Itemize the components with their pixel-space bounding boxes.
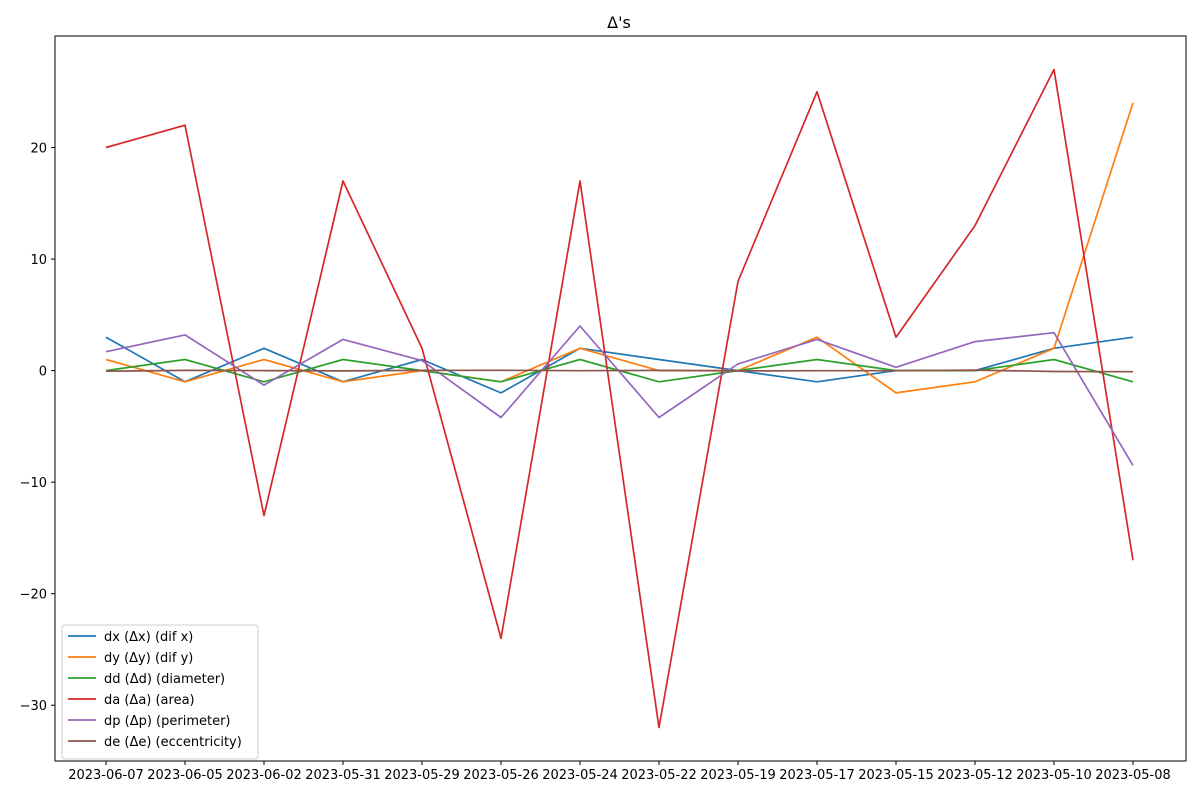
x-tick-label: 2023-05-26 xyxy=(463,768,539,783)
legend-label: dp (Δp) (perimeter) xyxy=(104,714,231,729)
legend-label: da (Δa) (area) xyxy=(104,693,195,708)
chart-title: Δ's xyxy=(607,13,631,32)
y-tick-label: 20 xyxy=(30,142,47,157)
legend-label: de (Δe) (eccentricity) xyxy=(104,735,242,750)
x-tick-label: 2023-06-07 xyxy=(68,768,144,783)
x-tick-label: 2023-05-22 xyxy=(621,768,697,783)
x-tick-label: 2023-05-08 xyxy=(1095,768,1171,783)
series-line-1 xyxy=(105,102,1134,394)
x-tick-label: 2023-06-05 xyxy=(147,768,223,783)
legend-box xyxy=(61,624,259,760)
x-tick-label: 2023-05-29 xyxy=(384,768,460,783)
y-tick-label: 10 xyxy=(30,253,47,268)
y-tick-label: −20 xyxy=(20,588,47,603)
legend-label: dy (Δy) (dif y) xyxy=(104,651,193,666)
x-tick-label: 2023-05-24 xyxy=(542,768,618,783)
x-tick-label: 2023-05-15 xyxy=(858,768,934,783)
series-lines xyxy=(105,68,1134,729)
x-tick-label: 2023-05-31 xyxy=(305,768,381,783)
x-tick-label: 2023-05-10 xyxy=(1016,768,1092,783)
legend-label: dd (Δd) (diameter) xyxy=(104,672,225,687)
x-tick-label: 2023-06-02 xyxy=(226,768,302,783)
y-tick-label: 0 xyxy=(39,365,47,380)
y-tick-label: −10 xyxy=(20,476,47,491)
series-line-5 xyxy=(105,369,1134,373)
legend-label: dx (Δx) (dif x) xyxy=(104,630,193,645)
x-axis: 2023-06-07 2023-06-05 2023-06-02 2023-05-31… xyxy=(68,761,1171,783)
x-tick-label: 2023-05-19 xyxy=(700,768,776,783)
legend: dx (Δx) (dif x) dy (Δy) (dif y) dd (Δd) (d… xyxy=(61,624,259,760)
y-tick-label: −30 xyxy=(20,699,47,714)
plot-area xyxy=(54,35,1187,762)
series-line-3 xyxy=(105,68,1134,729)
series-line-0 xyxy=(105,336,1134,394)
y-axis: −30 −20 −10 0 10 20 xyxy=(20,142,55,714)
series-line-4 xyxy=(105,325,1134,466)
x-tick-label: 2023-05-17 xyxy=(779,768,855,783)
x-tick-label: 2023-05-12 xyxy=(937,768,1013,783)
